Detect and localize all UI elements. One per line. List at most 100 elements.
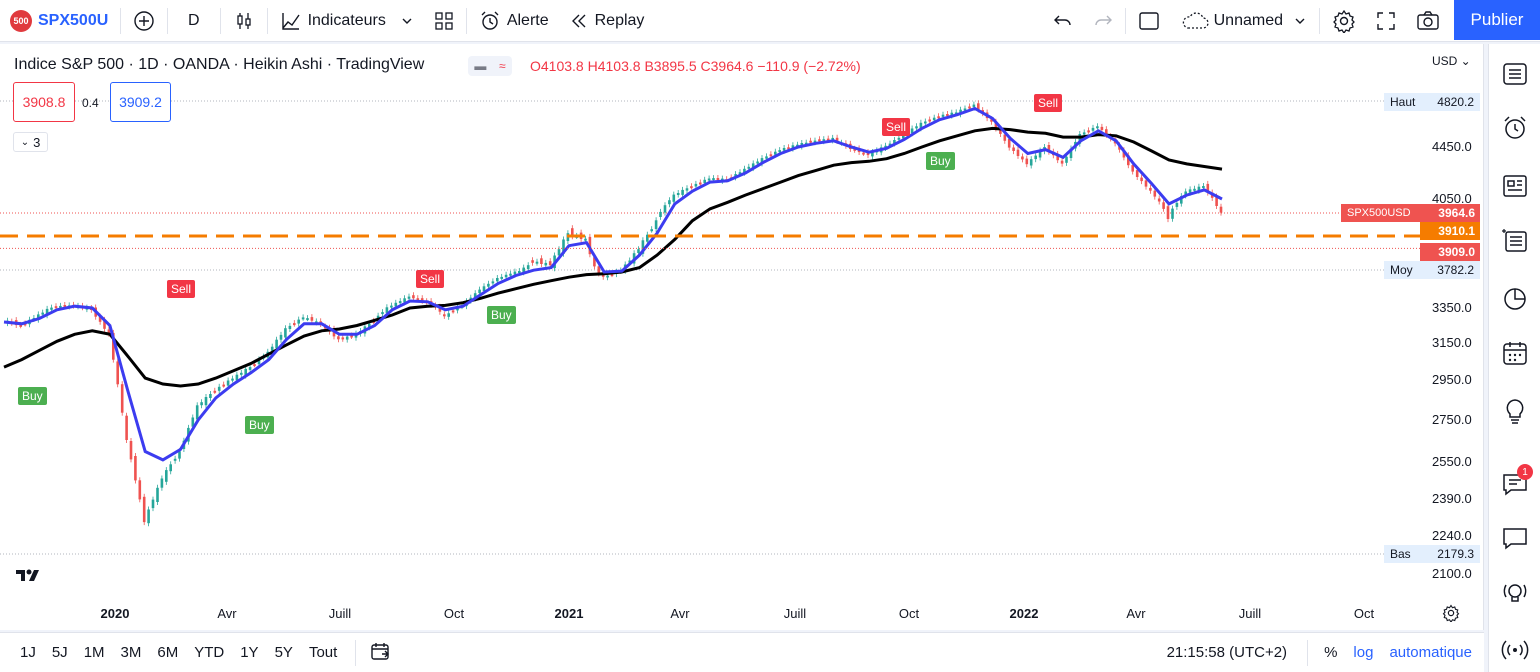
low-value: 3895.5 [653, 58, 697, 74]
cloud-icon [1182, 11, 1209, 29]
chats-button[interactable]: 1 [1501, 464, 1533, 498]
alarm-clock-icon [1504, 116, 1526, 139]
publish-button[interactable]: Publier [1454, 0, 1540, 40]
replay-label: Replay [594, 11, 645, 29]
indicators-icon [281, 12, 300, 30]
axis-settings-button[interactable] [1442, 604, 1460, 627]
snapshot-button[interactable] [1406, 0, 1450, 42]
chart-type-button[interactable] [223, 0, 265, 42]
rewind-icon [571, 14, 586, 27]
price-tick: 2550.0 [1432, 454, 1472, 469]
buy-signal: Buy [487, 306, 516, 324]
list-icon [1503, 63, 1527, 85]
undo-button[interactable] [1043, 0, 1083, 42]
time-label: Avr [670, 606, 690, 621]
data-window-button[interactable] [1501, 284, 1529, 312]
candles-icon [236, 12, 251, 29]
ema-slow-line [3, 126, 1223, 388]
date-range-button[interactable] [358, 641, 402, 665]
layout-name-button[interactable]: Unnamed [1170, 0, 1317, 42]
period-5y[interactable]: 5Y [274, 644, 293, 661]
low-line-value: 2179.3 [1420, 545, 1480, 563]
high-value: 4103.8 [597, 58, 641, 74]
gear-icon [1333, 9, 1355, 33]
period-ytd[interactable]: YTD [194, 644, 225, 661]
price-chart[interactable] [0, 44, 1484, 630]
indicators-collapse-button[interactable]: ⌄ 3 [13, 132, 48, 152]
price-tick: 2750.0 [1432, 412, 1472, 427]
percent-toggle[interactable]: % [1324, 644, 1338, 661]
symbol-search[interactable]: 500 SPX500USD [0, 0, 118, 42]
chart-pane[interactable]: Indice S&P 500 · 1D · OANDA · Heikin Ash… [0, 44, 1484, 630]
templates-button[interactable] [424, 0, 464, 42]
buy-price-box[interactable]: 3909.2 [110, 82, 171, 122]
lightbulb-icon [1506, 399, 1524, 424]
price-tick: 4450.0 [1432, 139, 1472, 154]
tradingview-logo[interactable] [12, 562, 46, 588]
period-1m[interactable]: 1M [83, 644, 105, 661]
time-label: 2022 [1009, 606, 1039, 621]
calendar-button[interactable] [1501, 339, 1529, 367]
buy-signal: Buy [18, 387, 47, 405]
plus-circle-icon [134, 10, 154, 31]
change-value: −110.9 (−2.72%) [757, 58, 861, 74]
log-toggle[interactable]: log [1353, 644, 1374, 661]
symbol-price-tag: SPX500USD [1341, 204, 1420, 222]
interval-button[interactable]: D [170, 0, 218, 42]
calendar-icon [1503, 342, 1527, 365]
sell-signal: Sell [416, 270, 445, 288]
open-value: 4103.8 [540, 58, 584, 74]
clock[interactable]: 21:15:58 (UTC+2) [1166, 644, 1288, 661]
buy-signal: Buy [926, 152, 955, 170]
messages-button[interactable] [1501, 524, 1529, 552]
news-button[interactable] [1501, 172, 1529, 200]
legend-toggle[interactable]: ▬ ≈ [468, 56, 512, 76]
ideas-button[interactable] [1501, 397, 1529, 425]
symbol-name: SPX500USD [38, 11, 108, 29]
time-label: Juill [328, 606, 352, 621]
price-tick: 2100.0 [1432, 566, 1472, 581]
sell-signal: Sell [167, 280, 196, 298]
time-label: Avr [1126, 606, 1146, 621]
sell-price-box[interactable]: 3908.8 [13, 82, 75, 122]
watchlist-button[interactable] [1501, 60, 1529, 88]
high-line-value: 4820.2 [1420, 93, 1480, 111]
low-key: B [644, 58, 654, 74]
chevron-down-icon [402, 18, 412, 24]
layout-name: Unnamed [1213, 11, 1283, 29]
alarm-clock-icon [481, 11, 499, 30]
separator [167, 7, 168, 34]
bulb-signal-icon [1503, 584, 1527, 602]
layout-button[interactable] [1128, 0, 1170, 42]
separator [219, 7, 221, 34]
grid-icon [435, 11, 453, 30]
broadcast-button[interactable] [1501, 636, 1529, 664]
period-1j[interactable]: 1J [20, 644, 36, 661]
replay-button[interactable]: Replay [559, 0, 655, 42]
compare-button[interactable] [123, 0, 165, 42]
indicators-button[interactable]: Indicateurs [270, 0, 424, 42]
sell-signal: Sell [1034, 94, 1063, 112]
period-1y[interactable]: 1Y [240, 644, 259, 661]
period-3m[interactable]: 3M [120, 644, 142, 661]
price-tick: 4050.0 [1432, 191, 1472, 206]
help-button[interactable] [1501, 579, 1529, 607]
pie-clock-icon [1504, 288, 1526, 310]
time-label: Oct [443, 606, 465, 621]
alert-button[interactable]: Alerte [469, 0, 559, 42]
close-key: C [700, 58, 711, 74]
settings-button[interactable] [1322, 0, 1366, 42]
period-tout[interactable]: Tout [308, 644, 338, 661]
period-6m[interactable]: 6M [157, 644, 179, 661]
fullscreen-button[interactable] [1366, 0, 1406, 42]
ohlc-values: O4103.8 H4103.8 B3895.5 C3964.6 −110.9 (… [530, 58, 861, 74]
price-tick: 3150.0 [1432, 335, 1472, 350]
price-tick: 2240.0 [1432, 528, 1472, 543]
period-5j[interactable]: 5J [51, 644, 68, 661]
hotlists-button[interactable] [1501, 227, 1529, 255]
alerts-button[interactable] [1501, 114, 1529, 142]
message-icon [1503, 528, 1527, 550]
auto-toggle[interactable]: automatique [1389, 644, 1472, 661]
currency-selector[interactable]: USD ⌄ [1432, 54, 1471, 68]
redo-button[interactable] [1083, 0, 1123, 42]
